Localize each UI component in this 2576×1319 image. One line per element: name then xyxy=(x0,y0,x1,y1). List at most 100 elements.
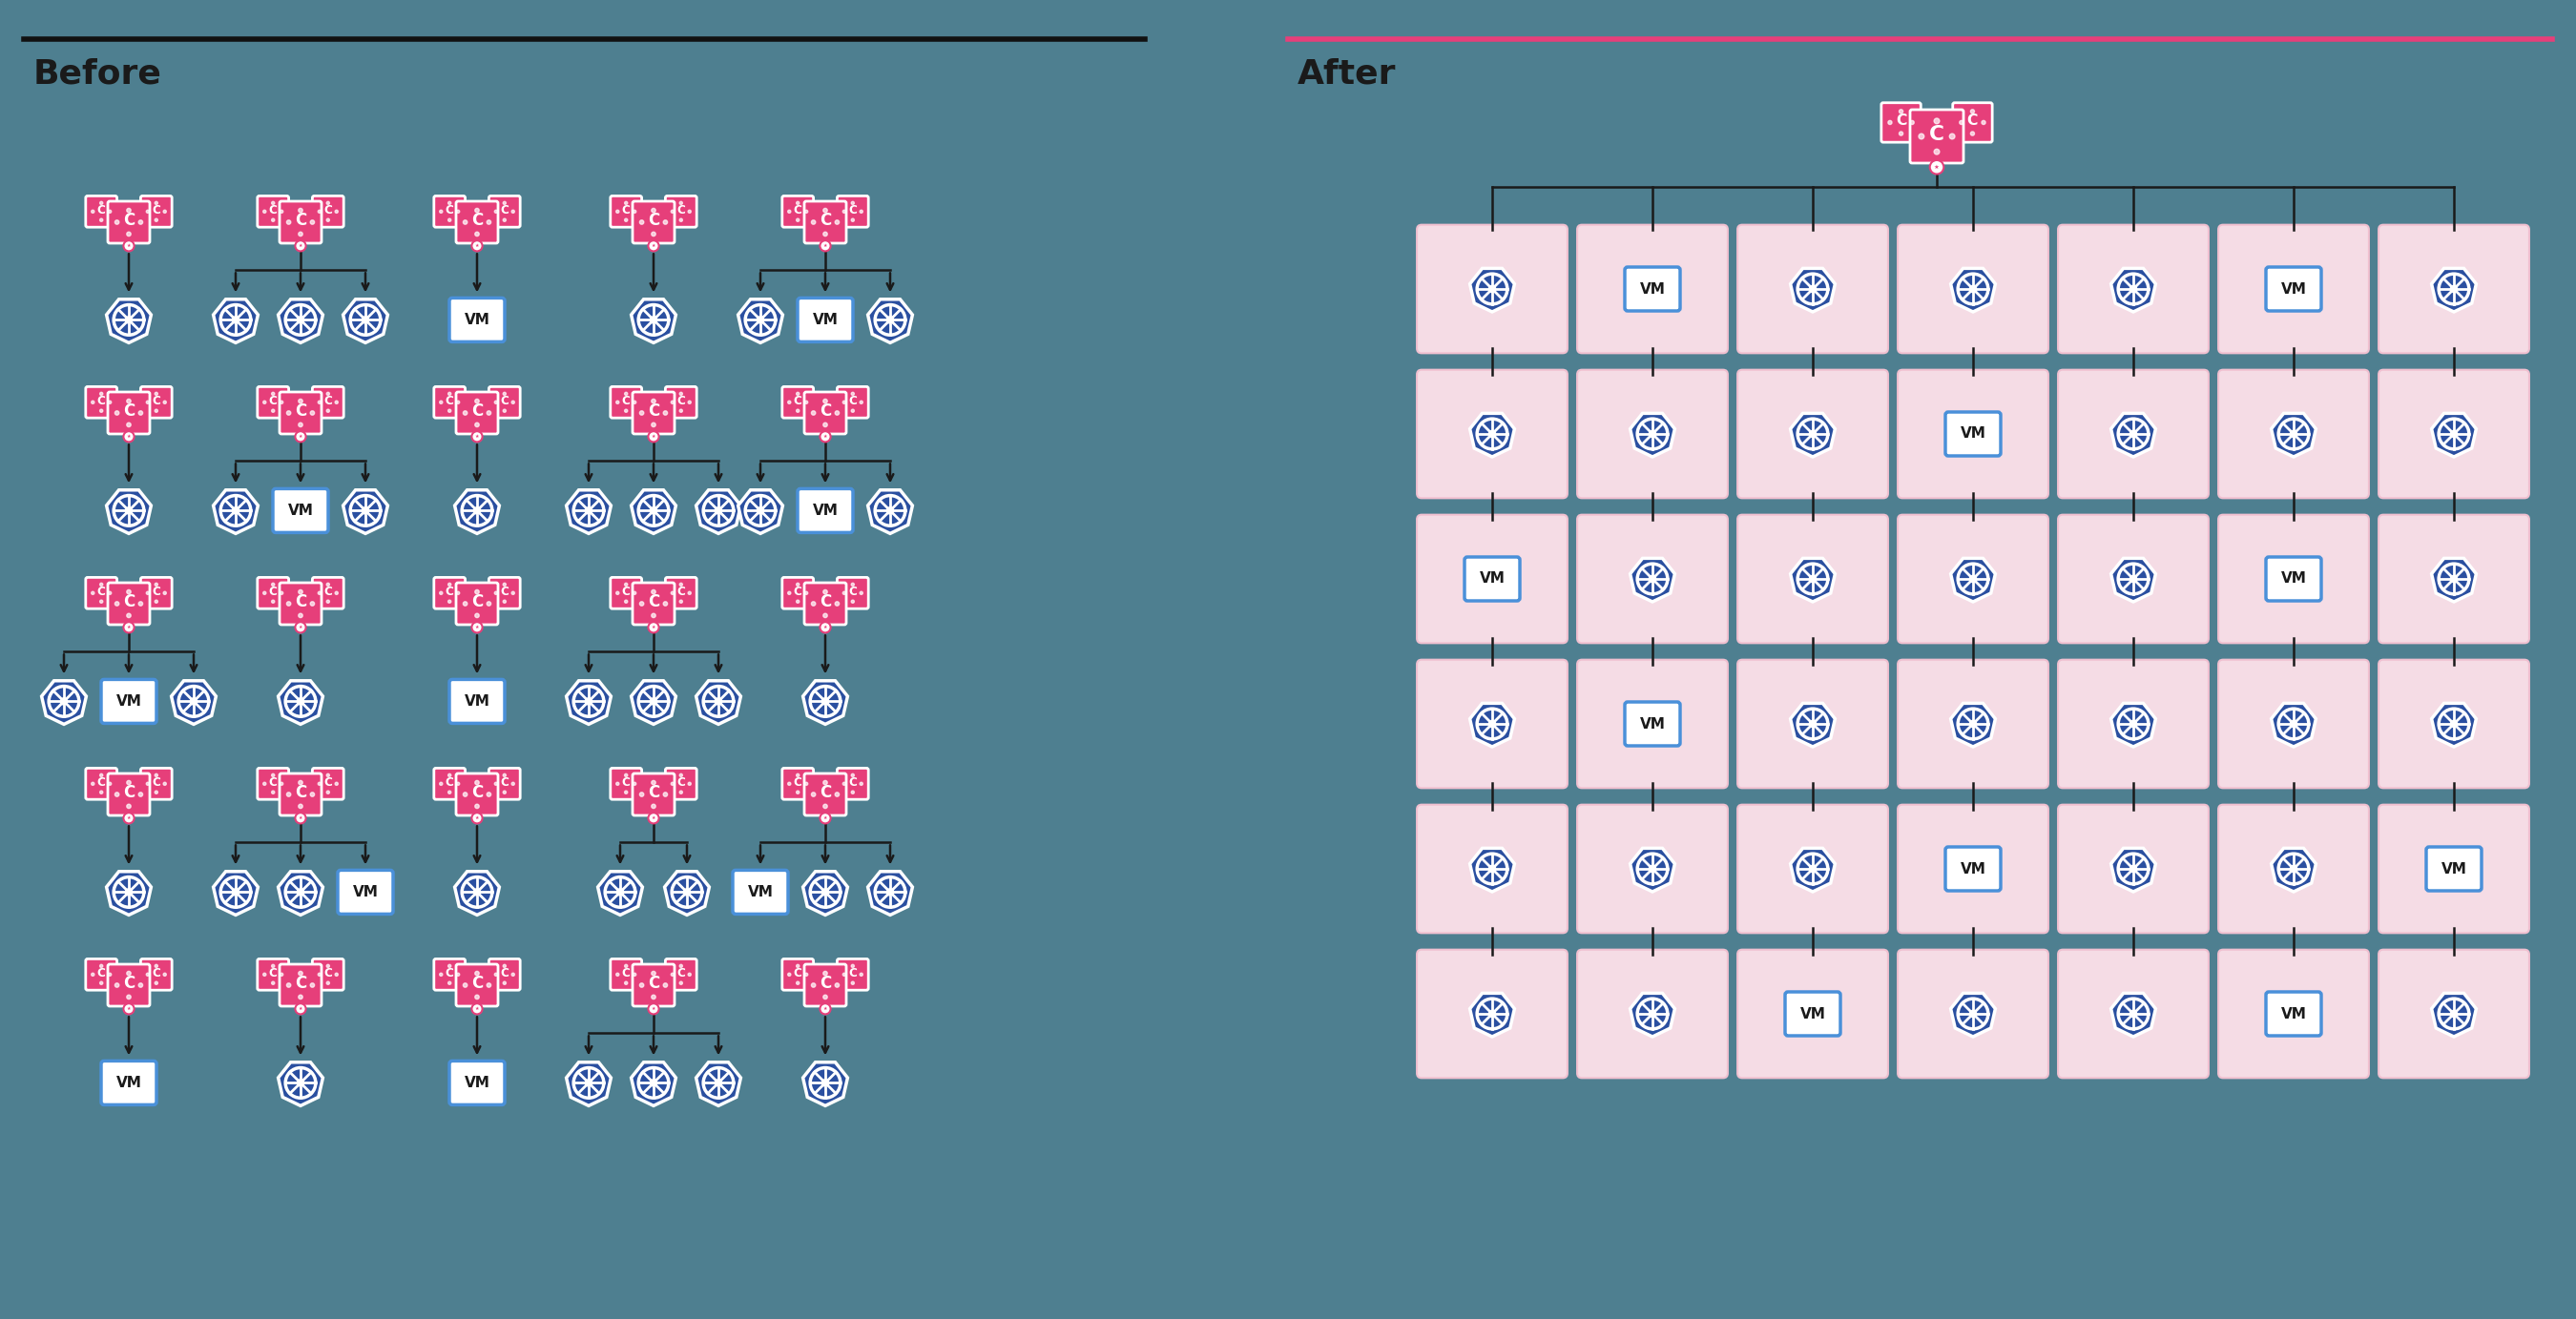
Circle shape xyxy=(116,983,118,988)
FancyBboxPatch shape xyxy=(2378,660,2530,787)
Circle shape xyxy=(502,600,505,603)
Polygon shape xyxy=(739,299,783,343)
Circle shape xyxy=(824,422,827,427)
Polygon shape xyxy=(1631,993,1674,1037)
FancyBboxPatch shape xyxy=(611,386,641,418)
Circle shape xyxy=(1489,865,1497,873)
Circle shape xyxy=(662,410,667,415)
Text: C: C xyxy=(268,777,278,789)
Circle shape xyxy=(448,409,451,413)
Circle shape xyxy=(327,981,330,984)
Circle shape xyxy=(616,888,623,896)
Circle shape xyxy=(487,601,492,605)
Circle shape xyxy=(286,220,291,224)
Circle shape xyxy=(90,973,95,976)
Text: ★: ★ xyxy=(474,1006,479,1012)
FancyBboxPatch shape xyxy=(100,679,157,723)
Text: C: C xyxy=(124,785,134,802)
Text: C: C xyxy=(677,394,685,408)
Circle shape xyxy=(513,401,515,404)
Polygon shape xyxy=(1471,703,1515,747)
Text: ★: ★ xyxy=(299,244,304,248)
Polygon shape xyxy=(567,1062,611,1105)
Circle shape xyxy=(502,219,505,222)
Circle shape xyxy=(1489,1009,1497,1018)
Circle shape xyxy=(281,782,283,785)
Text: ★: ★ xyxy=(299,625,304,629)
Circle shape xyxy=(139,410,142,415)
Circle shape xyxy=(1911,120,1914,124)
Circle shape xyxy=(448,981,451,984)
FancyBboxPatch shape xyxy=(2218,369,2370,499)
Circle shape xyxy=(850,409,855,413)
Polygon shape xyxy=(278,299,322,343)
FancyBboxPatch shape xyxy=(448,1060,505,1105)
Circle shape xyxy=(850,600,855,603)
FancyBboxPatch shape xyxy=(2218,514,2370,644)
Circle shape xyxy=(474,590,479,594)
Circle shape xyxy=(147,210,149,214)
Text: C: C xyxy=(621,967,631,980)
Circle shape xyxy=(616,591,618,595)
Circle shape xyxy=(474,232,479,236)
Circle shape xyxy=(299,805,301,809)
Circle shape xyxy=(796,600,799,603)
Text: C: C xyxy=(325,204,332,216)
Circle shape xyxy=(502,981,505,984)
Text: C: C xyxy=(471,594,482,611)
Circle shape xyxy=(270,981,276,984)
FancyBboxPatch shape xyxy=(804,392,848,434)
FancyBboxPatch shape xyxy=(1736,660,1888,787)
Circle shape xyxy=(124,623,134,633)
Circle shape xyxy=(688,401,690,404)
Circle shape xyxy=(448,583,451,586)
Circle shape xyxy=(464,220,466,224)
FancyBboxPatch shape xyxy=(2058,805,2208,933)
Circle shape xyxy=(652,590,657,594)
FancyBboxPatch shape xyxy=(456,964,497,1006)
Circle shape xyxy=(634,591,636,595)
Circle shape xyxy=(634,210,636,214)
Circle shape xyxy=(811,410,817,415)
Circle shape xyxy=(688,782,690,785)
FancyBboxPatch shape xyxy=(108,964,149,1006)
Circle shape xyxy=(456,973,459,976)
Circle shape xyxy=(487,410,492,415)
Text: ★: ★ xyxy=(126,244,131,248)
FancyBboxPatch shape xyxy=(611,768,641,799)
Text: C: C xyxy=(124,594,134,611)
Text: C: C xyxy=(152,586,160,598)
Polygon shape xyxy=(696,681,742,724)
Circle shape xyxy=(680,600,683,603)
FancyBboxPatch shape xyxy=(258,578,289,608)
Circle shape xyxy=(804,401,809,404)
Circle shape xyxy=(680,392,683,396)
Circle shape xyxy=(317,401,322,404)
Circle shape xyxy=(116,410,118,415)
FancyBboxPatch shape xyxy=(837,959,868,991)
Circle shape xyxy=(471,431,482,442)
Polygon shape xyxy=(696,489,742,533)
Circle shape xyxy=(100,583,103,586)
FancyBboxPatch shape xyxy=(2058,369,2208,499)
Circle shape xyxy=(835,983,840,988)
FancyBboxPatch shape xyxy=(312,578,343,608)
FancyBboxPatch shape xyxy=(1899,805,2048,933)
Polygon shape xyxy=(1790,268,1834,311)
FancyBboxPatch shape xyxy=(85,959,116,991)
FancyBboxPatch shape xyxy=(2218,805,2370,933)
Circle shape xyxy=(317,973,322,976)
Circle shape xyxy=(662,220,667,224)
Circle shape xyxy=(327,964,330,968)
Circle shape xyxy=(440,210,443,214)
Circle shape xyxy=(788,973,791,976)
FancyBboxPatch shape xyxy=(634,773,675,815)
Text: C: C xyxy=(268,394,278,408)
Circle shape xyxy=(639,793,644,797)
Circle shape xyxy=(456,591,459,595)
Text: C: C xyxy=(446,586,453,598)
Circle shape xyxy=(652,613,657,617)
Polygon shape xyxy=(2432,558,2476,601)
Circle shape xyxy=(232,506,240,514)
Polygon shape xyxy=(567,489,611,533)
